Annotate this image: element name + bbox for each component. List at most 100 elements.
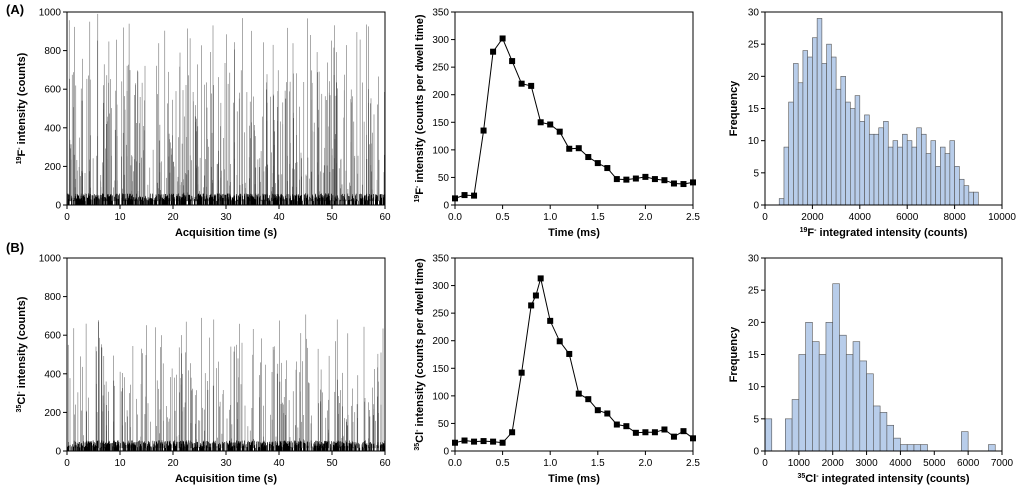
y-tick-label: 400 [44,369,61,380]
y-tick-label: 800 [44,292,61,303]
series-line [454,278,694,444]
data-point [632,429,639,436]
histogram-bar [825,322,834,452]
x-tick-label: 0.5 [496,212,510,223]
x-tick-label: 30 [220,212,232,223]
data-point [509,58,516,65]
data-point [632,175,639,182]
histogram-bar [832,283,840,452]
y-tick-label: 200 [44,162,61,173]
panel-label-a: (A) [6,2,24,17]
histogram-bar [886,424,894,452]
x-tick-label: 20 [167,458,179,469]
x-tick-label: 6000 [896,212,919,223]
y-tick-label: 0 [753,201,759,212]
x-tick-label: 7000 [991,458,1014,469]
histogram-bar [850,108,856,206]
histogram-bar [805,322,813,452]
data-point [537,275,544,282]
histogram-bar [783,146,790,206]
plot-frame [454,257,694,452]
histogram-bar [902,133,908,206]
y-tick-label: 600 [44,85,61,96]
y-axis-label: Frequency [728,80,740,137]
y-tick-label: 250 [432,63,449,74]
y-tick-label: 350 [432,8,449,19]
x-tick-label: 1.0 [543,458,557,469]
data-point [604,410,611,417]
y-tick-label: 20 [748,318,760,329]
histogram-bar [892,140,899,206]
histogram-bar [973,191,979,206]
data-point [670,433,677,440]
histogram-bar [873,405,881,452]
x-tick-label: 4000 [849,212,872,223]
x-tick-label: 60 [379,458,391,469]
data-point [575,145,582,152]
histogram-bar [911,146,917,206]
x-tick-label: 10 [114,458,126,469]
histogram-bar [866,373,874,452]
x-tick-label: 2000 [801,212,824,223]
y-tick-label: 300 [432,281,449,292]
histogram-bar [913,444,922,452]
x-axis-label: Acquisition time (s) [175,473,277,485]
chart-4: 0 10 20 30 40 50 6002004006008001000Acquisitio… [16,254,391,486]
y-axis-label: 19F- intensity (counts per dwell time) [414,14,426,202]
data-point [661,177,668,184]
histogram-bar [968,191,974,206]
data-point [490,48,497,55]
y-tick-label: 1000 [39,8,62,19]
x-tick-label: 0 [762,212,768,223]
data-point [480,127,487,134]
x-tick-label: 2.5 [686,458,700,469]
histogram-bar [831,56,837,206]
data-point [528,82,535,89]
y-tick-label: 1000 [39,254,62,265]
histogram-bar [925,153,932,206]
histogram-bar [921,133,927,206]
y-axis-label: 19F- intensity (counts) [16,52,28,164]
y-tick-label: 0 [55,447,61,458]
x-tick-label: 10 [114,212,126,223]
histogram-bar [959,178,965,206]
x-tick-label: 40 [273,458,285,469]
x-tick-label: 60 [379,212,391,223]
y-tick-label: 600 [44,331,61,342]
data-point [623,423,630,430]
x-tick-label: 8000 [943,212,966,223]
y-tick-label: 5 [753,168,759,179]
histogram-bar [798,354,806,452]
y-tick-label: 300 [432,35,449,46]
histogram-bar [785,418,793,452]
y-tick-label: 30 [748,254,760,265]
y-axis-label: 35Cl- intensity (counts per dwell time) [414,258,426,451]
histogram-bar [812,37,818,206]
chart-6: 0 1000 2000 3000 4000 5000 6000 7000 0 5 10 15 20 25 3… [728,254,1014,486]
x-axis-label: 19F- integrated intensity (counts) [800,227,968,239]
histogram-bar [954,166,960,206]
histogram-bar [845,354,854,452]
y-tick-label: 150 [432,364,449,375]
x-tick-label: 2.0 [638,212,652,223]
data-point [613,176,620,183]
x-tick-label: 6000 [957,458,980,469]
histogram-bar [826,43,832,206]
y-tick-label: 10 [748,136,760,147]
data-point [499,35,506,42]
data-point [528,302,535,309]
y-tick-label: 15 [748,104,760,115]
histogram-bar [949,140,955,206]
histogram-bar [916,127,922,206]
histogram-bar [887,146,894,206]
histogram-bar [864,114,870,206]
data-point [537,119,544,126]
histogram-bar [840,76,846,206]
y-tick-label: 200 [432,90,449,101]
y-tick-label: 50 [438,419,450,430]
y-tick-label: 25 [748,286,760,297]
data-point [585,154,592,161]
histogram-bar [778,198,785,206]
histogram-bar [816,18,823,206]
